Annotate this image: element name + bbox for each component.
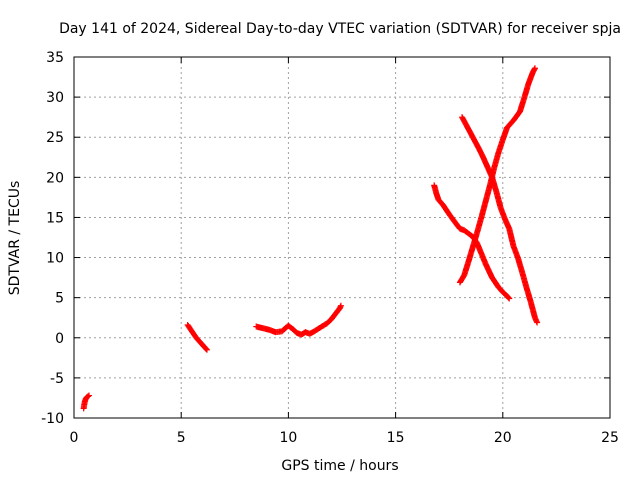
data-point — [506, 295, 513, 302]
data-points — [80, 65, 541, 412]
x-tick-label: 0 — [70, 430, 79, 446]
y-tick-label: 30 — [46, 90, 64, 106]
gridlines — [74, 57, 610, 418]
y-tick-label: 35 — [46, 50, 64, 66]
y-tick-label: 20 — [46, 170, 64, 186]
y-tick-label: 25 — [46, 130, 64, 146]
y-tick-label: 0 — [55, 331, 64, 347]
chart-title: Day 141 of 2024, Sidereal Day-to-day VTE… — [59, 21, 621, 37]
y-tick-label: 10 — [46, 251, 64, 267]
y-tick-labels: -10 -5 0 5 10 15 20 25 30 35 — [41, 50, 64, 427]
y-tick-label: 5 — [55, 291, 64, 307]
data-point — [84, 393, 91, 400]
x-tick-labels: 0 5 10 15 20 25 — [70, 430, 619, 446]
x-tick-label: 5 — [177, 430, 186, 446]
data-point — [337, 302, 344, 309]
data-point — [534, 319, 541, 326]
y-tick-label: -5 — [50, 371, 64, 387]
x-tick-label: 10 — [279, 430, 297, 446]
data-point — [203, 346, 210, 353]
y-axis-label: SDTVAR / TECUs — [7, 181, 23, 296]
data-point — [505, 294, 512, 301]
x-tick-label: 25 — [601, 430, 619, 446]
data-point — [531, 65, 538, 72]
y-tick-label: 15 — [46, 210, 64, 226]
data-point — [203, 346, 210, 353]
data-point — [86, 392, 93, 399]
x-tick-label: 20 — [494, 430, 512, 446]
plot-frame — [73, 56, 611, 419]
x-axis-label: GPS time / hours — [281, 458, 398, 474]
x-tick-label: 15 — [387, 430, 405, 446]
axis-ticks — [73, 56, 611, 419]
y-tick-label: -10 — [41, 411, 64, 427]
